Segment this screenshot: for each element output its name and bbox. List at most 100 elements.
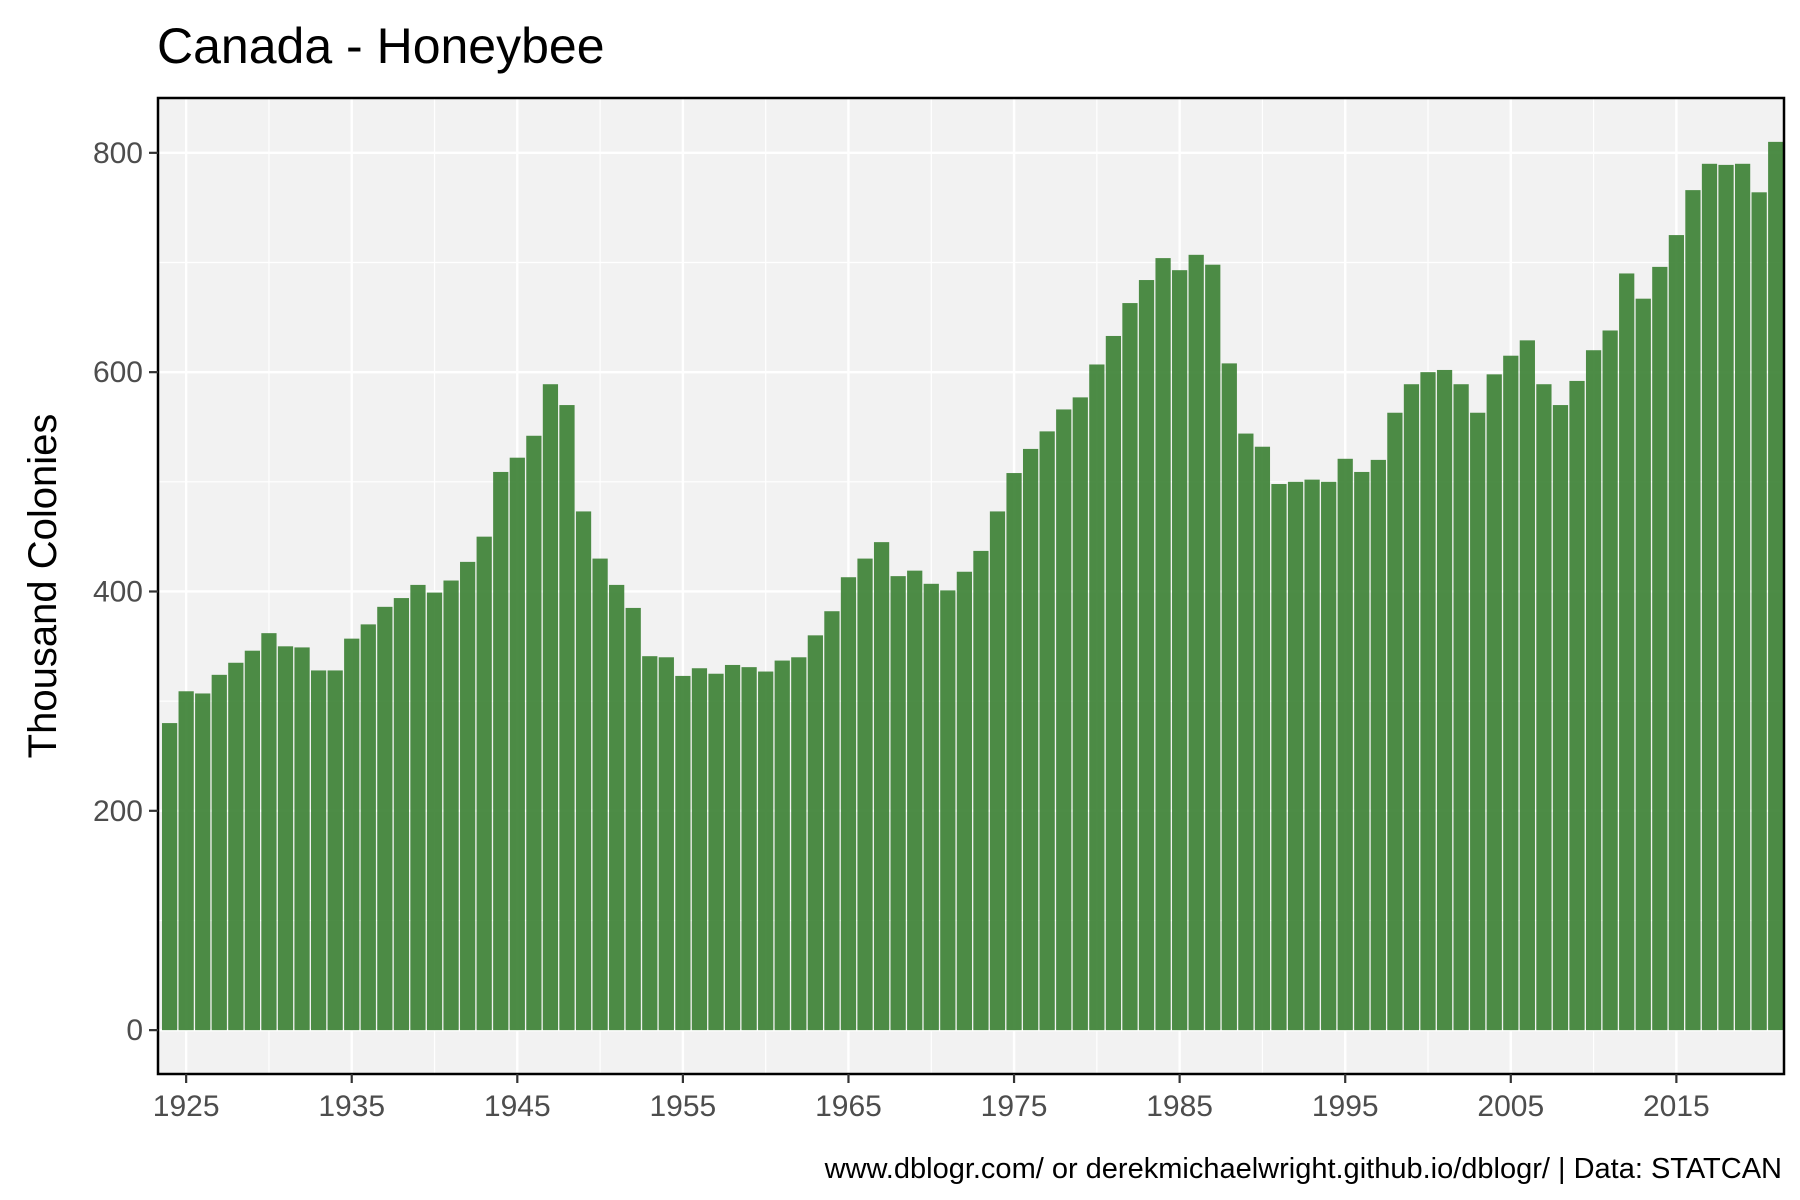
bar [1039, 431, 1055, 1031]
y-tick-label: 600 [93, 356, 143, 389]
bar [344, 638, 360, 1031]
bar [1552, 405, 1569, 1031]
bar [1503, 355, 1519, 1031]
bar [1089, 364, 1105, 1031]
bar [1138, 280, 1155, 1031]
bar [1205, 264, 1221, 1031]
bar [1304, 479, 1320, 1031]
bar [443, 580, 459, 1031]
y-tick-label: 200 [93, 795, 143, 828]
bars-group [161, 141, 1784, 1031]
bar [1602, 330, 1618, 1031]
bar [1387, 412, 1403, 1031]
bar [393, 598, 410, 1031]
bar [592, 558, 608, 1031]
bar [1403, 384, 1420, 1031]
bar [1006, 473, 1022, 1031]
bar [1486, 374, 1502, 1031]
bar [426, 592, 443, 1031]
chart-title: Canada - Honeybee [157, 18, 605, 74]
x-tick-label: 1935 [318, 1090, 385, 1123]
bar [940, 590, 956, 1031]
bar [509, 457, 525, 1031]
bar [526, 435, 542, 1031]
bar [410, 584, 426, 1031]
bar [1685, 190, 1701, 1031]
bar [1420, 372, 1436, 1031]
bar [310, 670, 327, 1031]
plot-panel-border [156, 96, 1786, 1076]
bar [377, 606, 393, 1031]
y-tick-label: 0 [126, 1014, 143, 1047]
y-axis-label: Thousand Colonies [21, 414, 65, 759]
x-tick-label: 1925 [153, 1090, 220, 1123]
bar [294, 647, 310, 1031]
bar [476, 536, 492, 1031]
x-tick-label: 1955 [650, 1090, 717, 1123]
bar [1287, 481, 1304, 1031]
bar [956, 571, 972, 1031]
x-tick-label: 1995 [1312, 1090, 1379, 1123]
bar [277, 646, 294, 1031]
bar [691, 668, 708, 1031]
axis-ticks: 0 200 400 600 800 1925 1935 1945 1955 1965 1975 198… [93, 137, 1710, 1123]
bar [758, 671, 774, 1031]
bar [261, 633, 277, 1031]
bar [1321, 481, 1337, 1031]
bar [840, 577, 857, 1031]
bar [1519, 340, 1535, 1031]
bar [1652, 266, 1668, 1031]
bar [1188, 254, 1204, 1031]
bar [774, 660, 790, 1031]
bar [1172, 270, 1188, 1031]
bar [1072, 397, 1088, 1031]
bar [1585, 350, 1602, 1031]
bar [824, 611, 840, 1031]
bar [327, 670, 343, 1031]
bar [1569, 380, 1585, 1031]
bar [741, 667, 757, 1031]
bar [873, 542, 890, 1031]
y-axis-label-group: Thousand Colonies [21, 414, 65, 759]
bar [178, 691, 194, 1031]
x-tick-label: 2005 [1477, 1090, 1544, 1123]
y-tick-label: 800 [93, 137, 143, 170]
x-tick-label: 1945 [484, 1090, 551, 1123]
bar [1155, 258, 1171, 1031]
bar [973, 550, 989, 1031]
bar [1734, 163, 1751, 1031]
bar [923, 583, 939, 1031]
bar [211, 674, 227, 1031]
bar [1470, 412, 1486, 1031]
bar [1122, 303, 1138, 1031]
bar [1635, 298, 1651, 1031]
bar [493, 471, 509, 1031]
x-tick-label: 1965 [815, 1090, 882, 1123]
bar [1221, 363, 1237, 1031]
bar [1337, 458, 1353, 1031]
x-tick-label: 1975 [981, 1090, 1048, 1123]
bar [642, 656, 658, 1031]
bar [1436, 369, 1453, 1031]
bar [542, 384, 559, 1031]
bar [460, 561, 476, 1031]
bar [989, 511, 1006, 1031]
bar [1536, 384, 1552, 1031]
bar [658, 657, 674, 1031]
bar [1768, 141, 1784, 1031]
bar [1238, 433, 1254, 1031]
bar [559, 405, 575, 1031]
y-tick-label: 400 [93, 575, 143, 608]
bar [161, 723, 178, 1031]
bar [807, 635, 823, 1031]
bar [1354, 471, 1370, 1031]
bar [1701, 163, 1718, 1031]
bar [1718, 164, 1734, 1031]
bar [244, 650, 260, 1031]
bar [1105, 335, 1122, 1031]
bar [360, 624, 376, 1031]
chart-caption: www.dblogr.com/ or derekmichaelwright.gi… [824, 1153, 1782, 1185]
bar [1751, 192, 1767, 1031]
bar [1619, 273, 1635, 1031]
